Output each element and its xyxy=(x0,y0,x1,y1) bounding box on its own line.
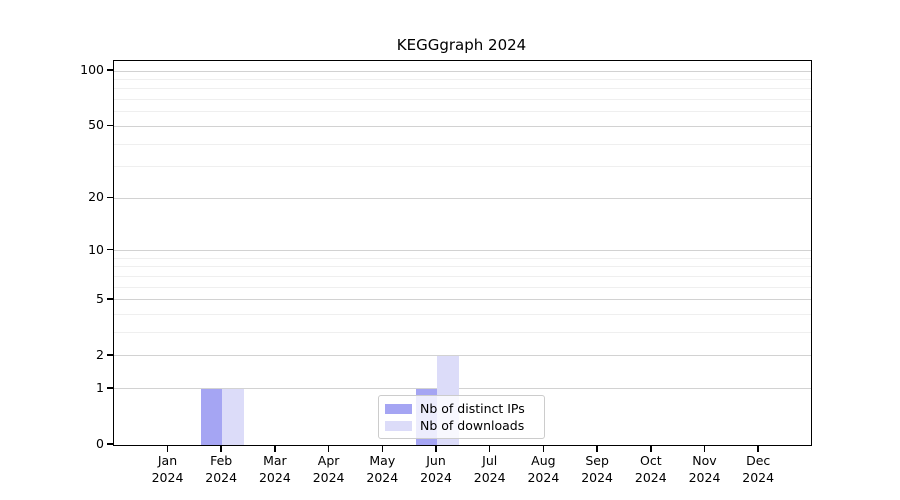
x-tick-mark xyxy=(488,445,491,452)
legend-swatch-downloads xyxy=(385,420,412,431)
y-tick-mark xyxy=(107,124,113,127)
chart-title: KEGGgraph 2024 xyxy=(396,36,527,54)
x-tick-label: Feb 2024 xyxy=(205,453,238,485)
x-tick-mark xyxy=(220,445,222,452)
legend-label-downloads: Nb of downloads xyxy=(420,418,525,433)
y-tick-label: 100 xyxy=(80,62,104,77)
y-tick-label: 50 xyxy=(88,117,104,133)
y-tick-mark xyxy=(107,248,113,251)
gridline-minor xyxy=(114,111,811,113)
x-tick-mark xyxy=(166,445,169,452)
y-tick-mark xyxy=(107,69,113,71)
gridline-minor xyxy=(114,78,811,80)
legend-swatch-distinct-ips xyxy=(385,403,412,414)
gridline-minor xyxy=(114,266,811,268)
legend-item-distinct-ips: Nb of distinct IPs xyxy=(385,400,536,417)
gridline-minor xyxy=(114,275,811,277)
gridline-minor xyxy=(114,99,811,101)
gridline-major xyxy=(114,299,811,301)
x-tick-mark xyxy=(274,445,276,452)
y-tick-mark xyxy=(107,443,113,445)
x-tick-mark xyxy=(435,445,437,452)
x-tick-label: Dec 2024 xyxy=(742,453,775,485)
bar-downloads-feb xyxy=(222,388,244,445)
x-tick-mark xyxy=(381,445,384,452)
x-tick-label: Jul 2024 xyxy=(473,453,506,485)
gridline-major xyxy=(114,355,811,357)
y-tick-mark xyxy=(107,354,113,356)
bar-distinct-ips-feb xyxy=(200,388,223,445)
x-tick-label: Oct 2024 xyxy=(634,453,667,485)
gridline-minor xyxy=(114,143,811,145)
x-tick-label: May 2024 xyxy=(366,453,399,485)
gridline-major xyxy=(114,70,811,72)
x-tick-mark xyxy=(327,445,330,452)
x-tick-label: Mar 2024 xyxy=(258,453,291,485)
x-tick-label: Nov 2024 xyxy=(688,453,721,485)
x-tick-mark xyxy=(703,445,706,452)
y-tick-label: 0 xyxy=(96,436,104,451)
x-tick-mark xyxy=(596,445,598,452)
x-tick-mark xyxy=(650,445,652,452)
legend: Nb of distinct IPs Nb of downloads xyxy=(378,395,545,439)
gridline-minor xyxy=(114,257,811,259)
gridline-minor xyxy=(114,332,811,334)
legend-item-downloads: Nb of downloads xyxy=(385,417,536,434)
x-tick-mark xyxy=(757,445,759,452)
gridline-minor xyxy=(114,314,811,316)
y-tick-label: 10 xyxy=(88,241,104,257)
y-tick-mark xyxy=(107,298,113,300)
x-tick-label: Jan 2024 xyxy=(151,453,184,485)
x-tick-label: Jun 2024 xyxy=(420,453,452,485)
gridline-major xyxy=(114,197,811,199)
gridline-major xyxy=(114,388,811,390)
x-tick-label: Aug 2024 xyxy=(527,453,560,485)
gridline-minor xyxy=(114,88,811,90)
y-tick-label: 2 xyxy=(96,346,104,362)
plot-area xyxy=(113,60,812,446)
x-tick-mark xyxy=(542,445,545,452)
x-tick-label: Sep 2024 xyxy=(581,453,613,485)
y-tick-mark xyxy=(107,387,113,389)
y-tick-label: 20 xyxy=(88,189,104,205)
y-tick-label: 5 xyxy=(96,290,104,306)
gridline-major xyxy=(114,250,811,252)
y-tick-mark xyxy=(107,196,113,199)
gridline-minor xyxy=(114,286,811,288)
x-tick-label: Apr 2024 xyxy=(312,453,345,485)
legend-label-distinct-ips: Nb of distinct IPs xyxy=(420,401,525,416)
gridline-minor xyxy=(114,166,811,168)
gridline-major xyxy=(114,125,811,127)
y-tick-label: 1 xyxy=(96,379,104,395)
